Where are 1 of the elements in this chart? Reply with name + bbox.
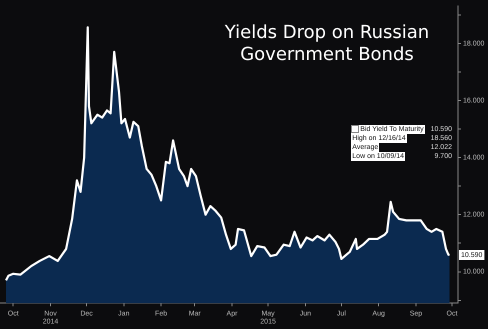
text: Yields Drop on Russian Government Bonds [224,22,430,66]
